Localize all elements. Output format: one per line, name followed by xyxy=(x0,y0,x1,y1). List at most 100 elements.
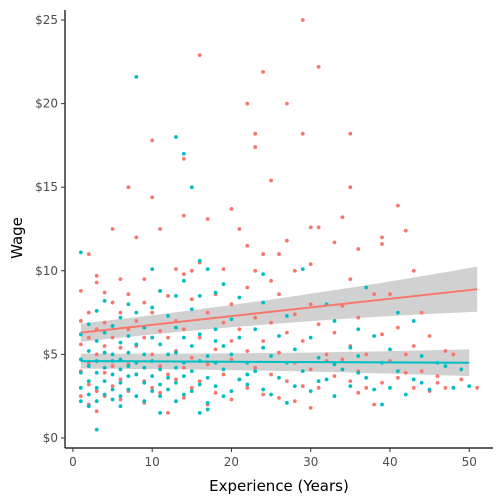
data-point xyxy=(269,372,273,377)
data-point xyxy=(348,384,353,389)
data-point xyxy=(380,402,384,407)
data-point xyxy=(189,385,194,390)
data-point xyxy=(102,320,107,325)
data-point xyxy=(269,354,273,358)
y-tick-label: $5 xyxy=(43,347,58,361)
data-point xyxy=(174,350,178,355)
data-point xyxy=(189,344,194,348)
data-point xyxy=(86,404,91,409)
data-point xyxy=(94,399,99,404)
data-point xyxy=(245,372,250,377)
data-point xyxy=(332,374,337,379)
data-point xyxy=(189,389,194,394)
data-point xyxy=(102,290,107,295)
data-point xyxy=(245,243,250,248)
data-point xyxy=(126,292,131,297)
data-point xyxy=(419,380,424,385)
x-tick-label: 0 xyxy=(69,455,77,469)
data-point xyxy=(86,335,91,340)
data-point xyxy=(94,427,99,432)
data-point xyxy=(443,385,448,390)
data-point xyxy=(126,334,131,338)
data-point xyxy=(213,390,218,395)
data-point xyxy=(229,352,234,357)
data-point xyxy=(197,335,202,340)
data-point xyxy=(174,380,178,385)
data-point xyxy=(395,375,400,380)
data-point xyxy=(285,379,289,384)
data-point xyxy=(94,273,99,278)
data-point xyxy=(142,300,147,305)
data-point xyxy=(94,389,99,394)
data-point xyxy=(395,203,400,208)
data-point xyxy=(110,397,115,402)
data-point xyxy=(181,392,186,397)
data-point xyxy=(316,385,321,390)
data-point xyxy=(166,293,170,298)
data-point xyxy=(205,407,210,412)
data-point xyxy=(94,385,99,390)
data-point xyxy=(261,252,266,256)
data-point xyxy=(229,317,234,322)
data-point xyxy=(411,319,416,323)
data-point xyxy=(245,101,250,106)
data-point xyxy=(78,394,83,399)
data-point xyxy=(126,350,131,355)
data-point xyxy=(189,185,194,190)
data-point xyxy=(94,370,99,375)
data-point xyxy=(78,385,83,390)
data-point xyxy=(118,367,123,372)
data-point xyxy=(126,374,131,379)
data-point xyxy=(237,295,242,300)
data-point xyxy=(403,370,408,375)
data-point xyxy=(134,319,139,323)
data-point xyxy=(269,278,273,283)
data-point xyxy=(150,195,155,200)
data-point xyxy=(78,319,83,323)
data-point xyxy=(411,385,416,390)
data-point xyxy=(237,335,242,340)
data-point xyxy=(118,380,123,385)
data-point xyxy=(261,300,266,305)
data-point xyxy=(110,364,115,368)
data-point xyxy=(348,345,353,350)
data-point xyxy=(427,334,432,338)
x-tick-label: 40 xyxy=(382,455,397,469)
data-point xyxy=(181,156,186,161)
data-point xyxy=(229,302,234,307)
fit-line-1 xyxy=(80,288,478,334)
data-point xyxy=(126,364,131,368)
data-point xyxy=(411,377,416,382)
data-point xyxy=(86,379,91,384)
data-point xyxy=(388,347,392,352)
data-point xyxy=(348,185,353,190)
data-point xyxy=(285,330,289,335)
data-point xyxy=(285,314,289,318)
data-point xyxy=(94,339,99,343)
data-point xyxy=(118,315,123,320)
data-point xyxy=(443,364,448,368)
data-point xyxy=(110,387,115,392)
data-point xyxy=(221,282,226,287)
data-point xyxy=(261,339,266,343)
data-point xyxy=(221,267,226,272)
data-point xyxy=(229,207,234,211)
data-point xyxy=(419,310,424,315)
data-point xyxy=(403,392,408,397)
data-point xyxy=(189,355,194,360)
data-point xyxy=(427,387,432,392)
data-point xyxy=(174,377,178,382)
data-point xyxy=(292,384,297,389)
data-point xyxy=(86,310,91,315)
data-point xyxy=(316,64,321,69)
data-point xyxy=(110,335,115,340)
x-axis: 0 10 20 30 40 50 xyxy=(65,447,493,469)
data-point xyxy=(174,365,178,370)
data-point xyxy=(166,335,170,340)
data-point xyxy=(166,387,170,392)
data-point xyxy=(102,392,107,397)
data-point xyxy=(253,369,258,373)
data-point xyxy=(94,280,99,285)
data-point xyxy=(395,325,400,330)
data-point xyxy=(380,380,384,385)
